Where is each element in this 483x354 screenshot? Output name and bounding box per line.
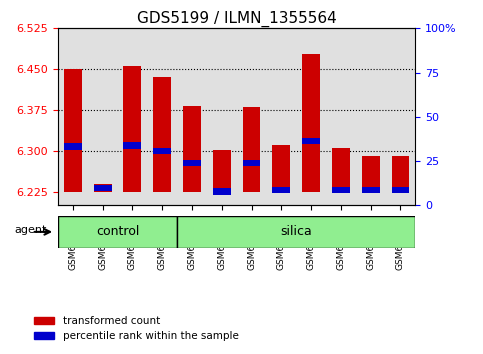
Text: silica: silica <box>280 225 312 238</box>
Bar <box>183 106 201 192</box>
Bar <box>183 160 201 166</box>
Bar <box>302 55 320 192</box>
Bar <box>124 142 142 149</box>
Bar <box>392 156 410 192</box>
Legend: transformed count, percentile rank within the sample: transformed count, percentile rank withi… <box>29 312 243 345</box>
Bar <box>272 187 290 193</box>
Bar <box>332 148 350 192</box>
FancyBboxPatch shape <box>58 216 177 248</box>
Bar <box>213 188 231 195</box>
Title: GDS5199 / ILMN_1355564: GDS5199 / ILMN_1355564 <box>137 11 337 27</box>
Text: control: control <box>96 225 139 238</box>
Bar <box>242 160 260 166</box>
Bar <box>332 187 350 193</box>
Bar <box>94 185 112 191</box>
Bar <box>94 183 112 192</box>
Bar <box>153 77 171 192</box>
Bar <box>64 69 82 192</box>
Bar <box>302 138 320 144</box>
FancyBboxPatch shape <box>177 216 415 248</box>
Bar <box>213 150 231 192</box>
Bar <box>124 66 142 192</box>
Bar <box>153 148 171 154</box>
Bar <box>362 156 380 192</box>
Bar <box>242 107 260 192</box>
Bar <box>392 187 410 193</box>
Bar <box>272 145 290 192</box>
Text: agent: agent <box>14 225 47 235</box>
Bar <box>362 187 380 193</box>
Bar <box>64 143 82 150</box>
